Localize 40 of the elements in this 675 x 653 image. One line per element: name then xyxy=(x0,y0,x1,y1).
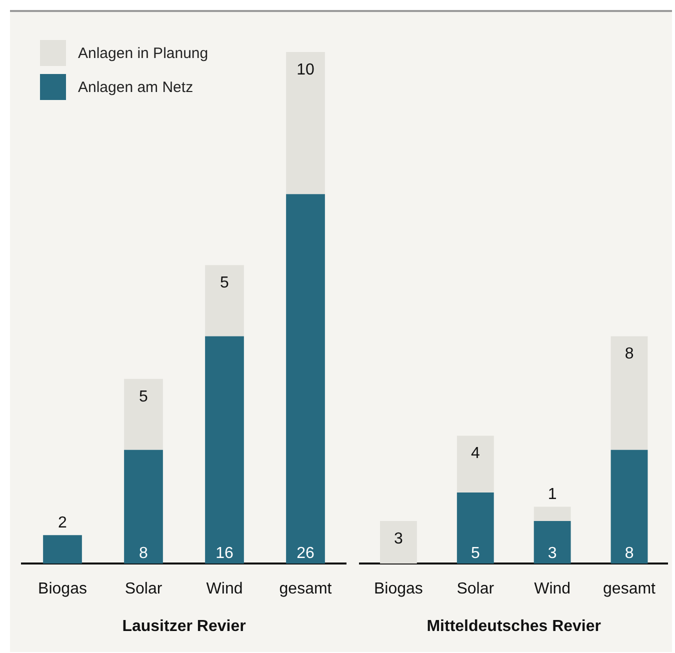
legend-label: Anlagen am Netz xyxy=(78,78,194,96)
bar xyxy=(456,492,494,564)
data-label: 8 xyxy=(139,545,148,562)
bar xyxy=(380,520,417,564)
x-axis-title: Mitteldeutsches Revier xyxy=(426,618,602,635)
bar xyxy=(286,194,325,564)
bar xyxy=(456,436,494,493)
x-tick-label: gesamt xyxy=(603,580,656,598)
data-label: 3 xyxy=(548,545,557,562)
bar xyxy=(205,336,244,564)
x-tick-label: Wind xyxy=(534,580,571,598)
data-label: 3 xyxy=(394,530,404,548)
x-tick-label: Biogas xyxy=(38,580,87,598)
bar xyxy=(610,450,648,564)
bar xyxy=(205,265,244,336)
x-tick-label: Solar xyxy=(456,580,495,598)
data-label: 8 xyxy=(624,346,634,363)
data-label: 1 xyxy=(548,486,557,504)
x-tick-label: gesamt xyxy=(279,580,332,598)
x-tick-label: Biogas xyxy=(374,580,423,598)
data-label: 4 xyxy=(470,445,480,462)
data-label: 10 xyxy=(296,61,314,78)
data-label: 8 xyxy=(624,545,634,562)
data-label: 5 xyxy=(139,388,148,406)
data-label: 2 xyxy=(58,514,68,532)
x-axis-title: Lausitzer Revier xyxy=(122,618,246,635)
x-tick-label: Wind xyxy=(206,580,243,598)
data-label: 5 xyxy=(470,545,480,562)
data-label: 26 xyxy=(296,545,314,562)
data-label: 16 xyxy=(216,545,234,562)
legend-label: Anlagen in Planung xyxy=(78,44,208,62)
data-label: 5 xyxy=(220,274,230,292)
bar xyxy=(124,378,163,450)
bar xyxy=(534,520,571,564)
bar xyxy=(286,52,325,194)
x-tick-label: Solar xyxy=(124,580,163,598)
bar xyxy=(124,450,163,564)
bar xyxy=(43,535,82,564)
bar xyxy=(610,336,648,450)
bar xyxy=(534,506,571,521)
